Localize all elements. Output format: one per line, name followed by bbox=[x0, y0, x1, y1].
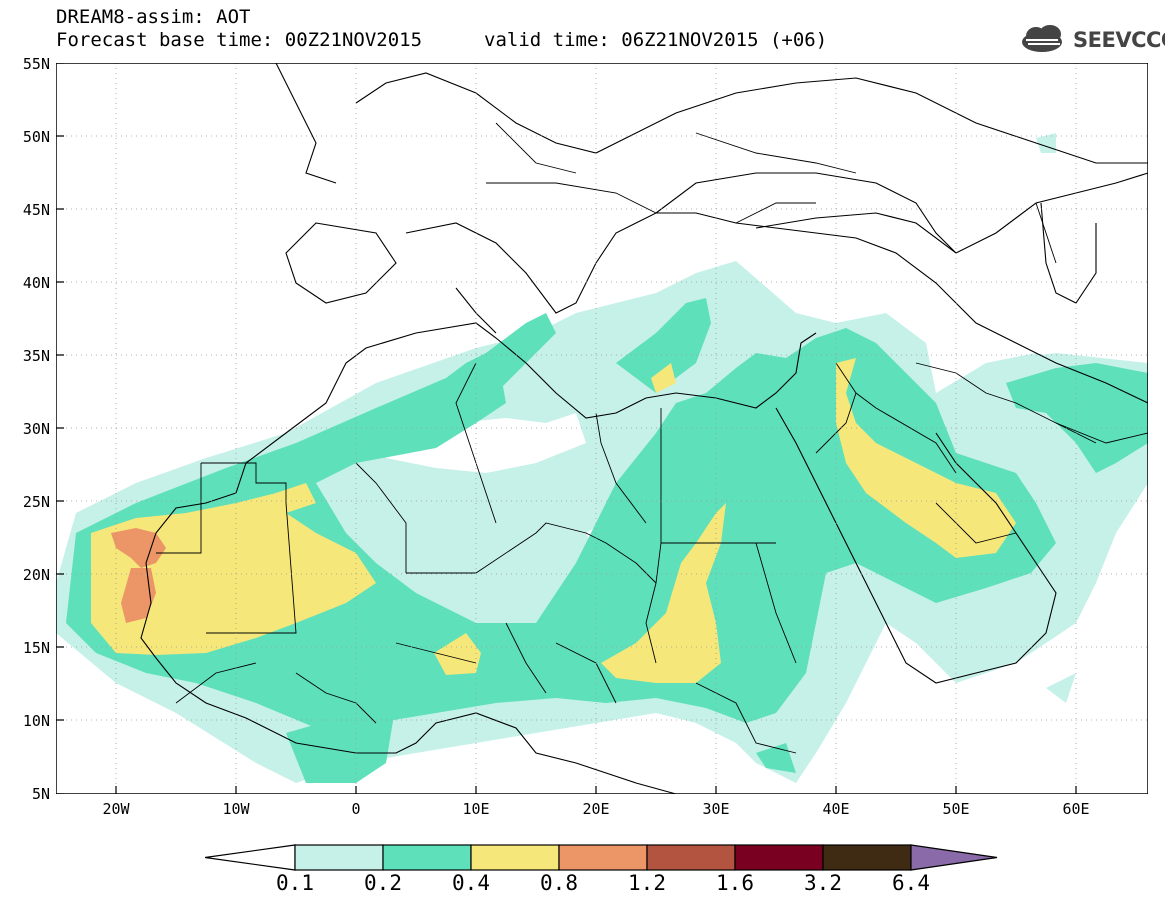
lat-label-10n: 10N bbox=[22, 712, 50, 730]
colorbar-segment-below bbox=[205, 844, 296, 871]
colorbar-label-3-2: 3.2 bbox=[804, 871, 842, 895]
chart-title: DREAM8-assim: AOT bbox=[56, 6, 251, 28]
lat-label-45n: 45N bbox=[22, 201, 50, 219]
colorbar-segment-0-2 bbox=[382, 844, 472, 871]
lat-label-5n: 5N bbox=[31, 785, 50, 803]
colorbar-segment-3-2 bbox=[822, 844, 912, 871]
aot-contour-0-8 bbox=[111, 528, 166, 623]
colorbar-segment-0-8 bbox=[558, 844, 648, 871]
aot-map bbox=[56, 63, 1148, 794]
axis-ticks bbox=[56, 63, 1077, 794]
cloud-logo-icon bbox=[1022, 25, 1062, 52]
logo-text: SEEVCCC bbox=[1073, 28, 1165, 52]
aot-contour-0-2 bbox=[66, 298, 1148, 783]
colorbar-label-1-2: 1.2 bbox=[628, 871, 666, 895]
colorbar-segment-1-2 bbox=[646, 844, 736, 871]
lat-label-40n: 40N bbox=[22, 274, 50, 292]
lon-label-20e: 20E bbox=[582, 800, 610, 818]
lat-label-15n: 15N bbox=[22, 639, 50, 657]
colorbar-label-6-4: 6.4 bbox=[892, 871, 930, 895]
colorbar-label-0-1: 0.1 bbox=[276, 871, 314, 895]
colorbar bbox=[205, 844, 998, 871]
lon-label-50e: 50E bbox=[942, 800, 970, 818]
lon-label-10e: 10E bbox=[462, 800, 490, 818]
lon-label-10w: 10W bbox=[222, 800, 250, 818]
lat-label-35n: 35N bbox=[22, 347, 50, 365]
colorbar-segment-1-6 bbox=[734, 844, 824, 871]
lat-label-55n: 55N bbox=[22, 55, 50, 73]
colorbar-label-0-2: 0.2 bbox=[364, 871, 402, 895]
colorbar-segment-above bbox=[910, 844, 998, 871]
colorbar-segment-0-1 bbox=[294, 844, 384, 871]
forecast-base-time: Forecast base time: 00Z21NOV2015 bbox=[56, 29, 423, 51]
colorbar-label-1-6: 1.6 bbox=[716, 871, 754, 895]
lon-label-60e: 60E bbox=[1062, 800, 1090, 818]
colorbar-segment-0-4 bbox=[470, 844, 560, 871]
lat-label-50n: 50N bbox=[22, 128, 50, 146]
borders bbox=[156, 122, 1148, 754]
lon-label-20w: 20W bbox=[102, 800, 130, 818]
lat-label-25n: 25N bbox=[22, 493, 50, 511]
lon-label-30e: 30E bbox=[702, 800, 730, 818]
lat-label-30n: 30N bbox=[22, 420, 50, 438]
colorbar-label-0-8: 0.8 bbox=[540, 871, 578, 895]
lat-label-20n: 20N bbox=[22, 566, 50, 584]
valid-time: valid time: 06Z21NOV2015 (+06) bbox=[484, 29, 828, 51]
lon-label-40e: 40E bbox=[822, 800, 850, 818]
graticule bbox=[56, 63, 1148, 794]
colorbar-label-0-4: 0.4 bbox=[452, 871, 490, 895]
lon-label-0: 0 bbox=[351, 800, 361, 818]
